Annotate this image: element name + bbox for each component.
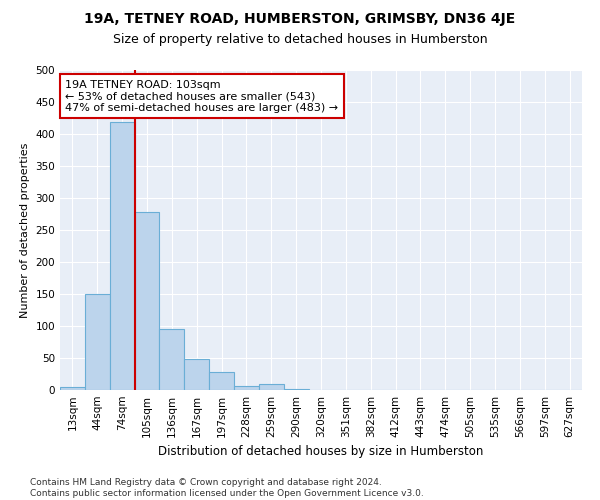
Text: Size of property relative to detached houses in Humberston: Size of property relative to detached ho…: [113, 32, 487, 46]
Y-axis label: Number of detached properties: Number of detached properties: [20, 142, 30, 318]
Text: Contains HM Land Registry data © Crown copyright and database right 2024.
Contai: Contains HM Land Registry data © Crown c…: [30, 478, 424, 498]
Bar: [259, 384, 284, 390]
X-axis label: Distribution of detached houses by size in Humberston: Distribution of detached houses by size …: [158, 446, 484, 458]
Bar: [85, 294, 110, 390]
Bar: [60, 387, 85, 390]
Bar: [134, 212, 160, 390]
Bar: [160, 329, 184, 390]
Bar: [110, 122, 134, 390]
Text: 19A TETNEY ROAD: 103sqm
← 53% of detached houses are smaller (543)
47% of semi-d: 19A TETNEY ROAD: 103sqm ← 53% of detache…: [65, 80, 338, 113]
Bar: [209, 372, 234, 390]
Bar: [184, 360, 209, 390]
Bar: [284, 388, 308, 390]
Text: 19A, TETNEY ROAD, HUMBERSTON, GRIMSBY, DN36 4JE: 19A, TETNEY ROAD, HUMBERSTON, GRIMSBY, D…: [85, 12, 515, 26]
Bar: [234, 386, 259, 390]
